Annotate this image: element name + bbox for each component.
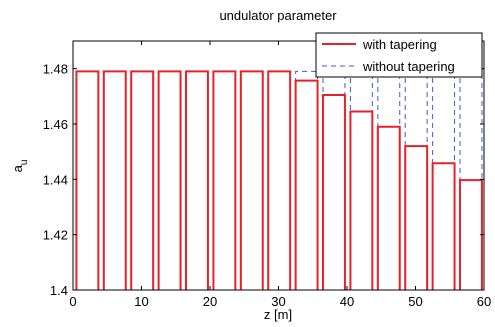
y-tick-label: 1.48 <box>43 62 68 77</box>
x-axis-label: z [m] <box>264 307 292 322</box>
y-tick-label: 1.46 <box>43 117 68 132</box>
chart-title: undulator parameter <box>219 8 337 23</box>
y-axis: 1.4 1.42 1.44 1.46 1.48 <box>43 62 484 298</box>
y-tick-label: 1.42 <box>43 228 68 243</box>
x-tick-label: 20 <box>203 294 217 309</box>
legend-box <box>315 32 483 78</box>
y-axis-label: au <box>10 160 30 173</box>
x-tick-label: 60 <box>477 294 491 309</box>
y-tick-label: 1.44 <box>43 172 68 187</box>
legend-label-with-tapering: with tapering <box>362 37 437 52</box>
series-with-tapering <box>75 70 483 290</box>
series-line <box>75 70 483 290</box>
legend-label-without-tapering: without tapering <box>362 59 455 74</box>
x-tick-label: 10 <box>134 294 148 309</box>
y-tick-label: 1.4 <box>50 283 68 298</box>
x-axis: 0 10 20 30 40 50 60 <box>69 41 491 309</box>
x-tick-label: 40 <box>340 294 354 309</box>
x-tick-label: 0 <box>69 294 76 309</box>
y-axis-label-sub: u <box>19 160 30 166</box>
svg-text:au: au <box>10 160 30 173</box>
plot-area <box>73 41 484 290</box>
x-tick-label: 50 <box>408 294 422 309</box>
y-axis-label-main: a <box>10 164 25 172</box>
x-tick-label: 30 <box>271 294 285 309</box>
legend: with tapering without tapering <box>315 32 483 78</box>
